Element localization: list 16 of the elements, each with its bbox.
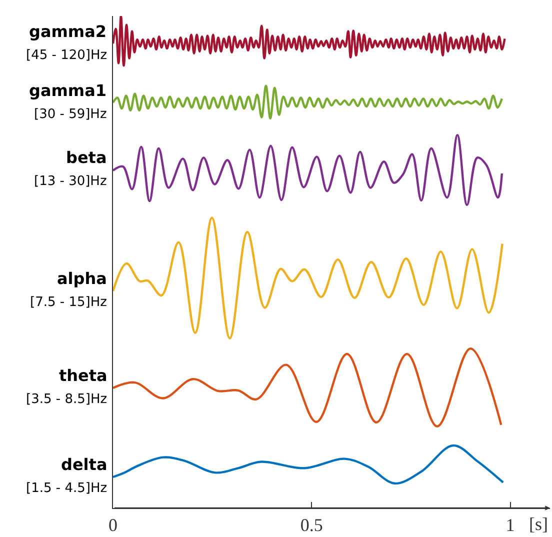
text: [1.5 - 4.5]Hz [26,481,108,496]
text: [45 - 120]Hz [26,48,108,63]
series-label: delta [61,455,108,474]
x-axis-title: [s] [529,514,548,534]
text: [13 - 30]Hz [34,174,107,189]
series-label: alpha [57,269,107,288]
x-tick-label: 0.5 [300,514,323,535]
series-label: beta [66,148,107,167]
series-label: gamma1 [29,81,107,100]
text: [30 - 59]Hz [34,107,107,122]
series-label: gamma2 [29,22,107,41]
text: [3.5 - 8.5]Hz [26,392,108,407]
x-tick-label: 1 [506,514,515,535]
series-label: theta [59,366,108,385]
x-tick-label: 0 [108,514,118,535]
text: [7.5 - 15]Hz [30,295,108,310]
